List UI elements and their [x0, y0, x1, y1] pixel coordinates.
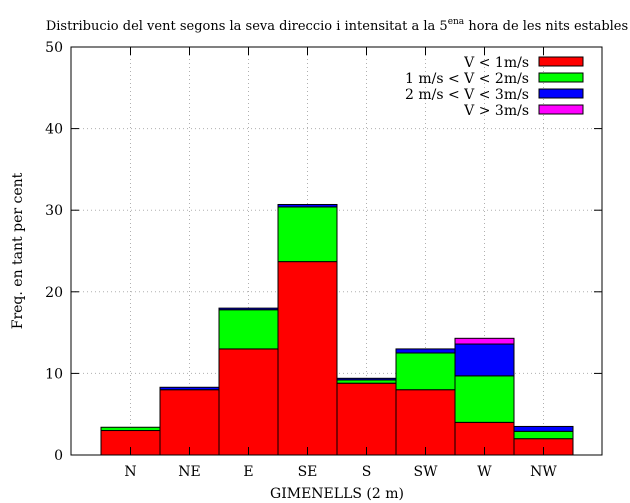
x-tick-label-sw: SW: [414, 464, 439, 480]
y-tick-label: 40: [45, 122, 63, 138]
x-tick-label-w: W: [477, 464, 492, 480]
x-tick-label-nw: NW: [530, 464, 557, 480]
legend-swatch-v-1m-s: [538, 56, 584, 67]
x-axis-label: GIMENELLS (2 m): [270, 486, 404, 502]
bar-s-2-m-s-v-3m-s: [336, 377, 397, 381]
legend-label-1-m-s-v-2m-s: 1 m/s < V < 2m/s: [405, 71, 529, 87]
y-tick-label: 30: [45, 203, 63, 219]
legend-swatch-2-m-s-v-3m-s: [538, 88, 584, 99]
bar-w-1-m-s-v-2m-s: [454, 375, 515, 423]
bar-e-v-1m-s: [218, 348, 279, 456]
x-tick-label-s: S: [362, 464, 372, 480]
y-tick-label: 0: [54, 448, 63, 464]
chart-title: Distribucio del vent segons la seva dire…: [46, 17, 628, 34]
legend-swatch-1-m-s-v-2m-s: [538, 72, 584, 83]
x-tick-label-ne: NE: [178, 464, 200, 480]
legend-label-v-1m-s: V < 1m/s: [463, 55, 529, 71]
bar-e-2-m-s-v-3m-s: [218, 307, 279, 311]
bar-nw-1-m-s-v-2m-s: [513, 430, 574, 440]
bar-w-v-3m-s: [454, 337, 515, 345]
bar-ne-v-1m-s: [159, 389, 220, 456]
x-tick-label-se: SE: [298, 464, 318, 480]
bar-sw-v-1m-s: [395, 389, 456, 456]
chart-title-main: Distribucio del vent segons la seva dire…: [46, 19, 448, 34]
bar-n-1-m-s-v-2m-s: [100, 426, 161, 432]
y-tick-label: 10: [45, 366, 63, 382]
legend-label-v-3m-s: V > 3m/s: [463, 103, 529, 119]
bar-ne-2-m-s-v-3m-s: [159, 386, 220, 391]
x-tick-label-n: N: [124, 464, 136, 480]
plot-frame: [70, 46, 603, 456]
bar-se-v-1m-s: [277, 261, 338, 456]
x-tick-label-e: E: [243, 464, 253, 480]
bar-se-2-m-s-v-3m-s: [277, 203, 338, 208]
bars: [100, 203, 574, 456]
chart-title-end: hora de les nits estables: [464, 19, 628, 34]
bar-sw-1-m-s-v-2m-s: [395, 352, 456, 391]
bar-sw-2-m-s-v-3m-s: [395, 348, 456, 354]
y-axis-label: Freq. en tant per cent: [10, 172, 26, 329]
bar-e-1-m-s-v-2m-s: [218, 309, 279, 350]
bar-w-2-m-s-v-3m-s: [454, 343, 515, 377]
axis-ticks: 0 10 20 30 40 50 N NE E SE S SW W NW: [45, 40, 602, 480]
bar-nw-2-m-s-v-3m-s: [513, 425, 574, 432]
bar-s-v-1m-s: [336, 382, 397, 456]
legend-label-2-m-s-v-3m-s: 2 m/s < V < 3m/s: [405, 87, 529, 103]
chart-title-superscript: ena: [448, 17, 465, 27]
legend: V < 1m/s1 m/s < V < 2m/s2 m/s < V < 3m/s…: [405, 55, 584, 119]
legend-swatch-v-3m-s: [538, 104, 584, 115]
y-tick-label: 20: [45, 285, 63, 301]
y-tick-label: 50: [45, 40, 63, 56]
bar-se-1-m-s-v-2m-s: [277, 206, 338, 263]
